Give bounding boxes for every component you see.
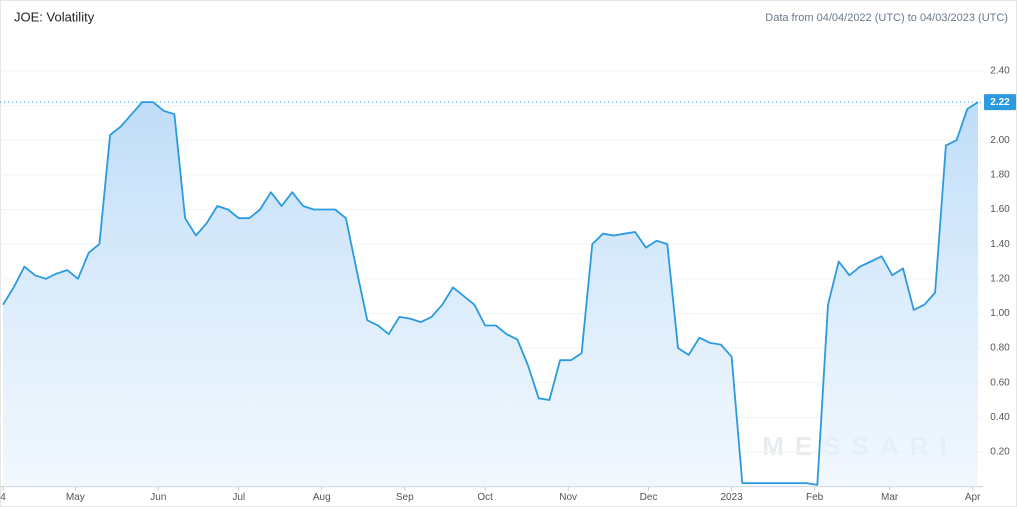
y-tick-label: 1.40 xyxy=(990,239,1010,250)
x-tick-label: Sep xyxy=(396,492,414,503)
last-value-badge xyxy=(984,94,1016,111)
x-tick-label: 2023 xyxy=(720,492,743,503)
last-value-label: 2.22 xyxy=(990,97,1010,108)
x-tick-label: May xyxy=(66,492,85,503)
x-tick-label: Aug xyxy=(313,492,331,503)
x-tick-label: Nov xyxy=(559,492,577,503)
y-tick-label: 2.00 xyxy=(990,135,1010,146)
chart-subtitle: Data from 04/04/2022 (UTC) to 04/03/2023… xyxy=(765,12,1008,24)
y-tick-label: 1.60 xyxy=(990,204,1010,215)
y-tick-label: 1.80 xyxy=(990,169,1010,180)
y-tick-label: 0.20 xyxy=(990,447,1010,458)
line xyxy=(2,101,979,486)
x-tick-label: 4 xyxy=(0,492,6,503)
x-tick-label: Dec xyxy=(640,492,658,503)
x-tick-label: Jun xyxy=(150,492,166,503)
x-tick-label: Mar xyxy=(881,492,899,503)
x-tick-label: Jul xyxy=(232,492,245,503)
chart-title: JOE: Volatility xyxy=(14,9,95,24)
y-tick-label: 1.00 xyxy=(990,308,1010,319)
area xyxy=(3,102,978,487)
x-tick-label: Oct xyxy=(477,492,493,503)
y-tick-label: 0.40 xyxy=(990,412,1010,423)
x-tick-label: Feb xyxy=(806,492,824,503)
y-tick-label: 0.60 xyxy=(990,377,1010,388)
x-tick-label: Apr xyxy=(965,492,981,503)
y-tick-label: 1.20 xyxy=(990,273,1010,284)
y-tick-label: 2.40 xyxy=(990,66,1010,77)
y-tick-label: 0.80 xyxy=(990,343,1010,354)
